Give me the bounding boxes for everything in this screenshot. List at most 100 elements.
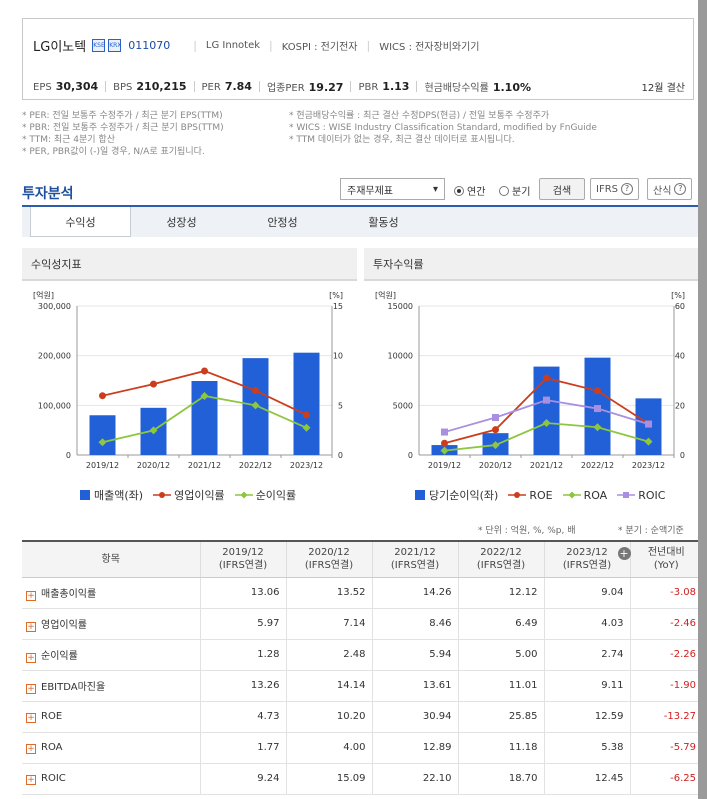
market-badge-icon[interactable]: KSE (92, 38, 106, 52)
table-cell: 12.89 (371, 732, 458, 764)
radio-quarter[interactable]: 분기 (499, 183, 530, 198)
radio-annual-icon[interactable] (454, 185, 464, 196)
ifrs-help-button[interactable]: IFRS? (590, 178, 639, 200)
table-cell: 7.14 (285, 608, 372, 640)
data-point (149, 426, 158, 435)
row-label[interactable]: + ROE (22, 701, 200, 733)
legend-item-net-margin: 순이익률 (234, 487, 296, 503)
row-label[interactable]: + ROIC (22, 763, 200, 795)
profitability-chart: [억원] [%] 300,000 15 200,000 10 100,000 5 0 0 2019/… (33, 290, 343, 470)
table-row: + 영업이익률 5.97 7.14 8.46 6.49 4.03 -2.46 (22, 608, 702, 640)
exchange-badge-icon[interactable]: KRX (108, 38, 121, 52)
table-cell: 12.59 (543, 701, 630, 733)
radio-quarter-icon[interactable] (499, 185, 509, 196)
table-cell: 9.04 (543, 577, 630, 609)
row-label[interactable]: + EBITDA마진율 (22, 670, 200, 702)
note-dividend: * 현금배당수익률 : 최근 결산 수정DPS(현금) / 전일 보통주 수정주… (289, 111, 550, 121)
data-point (543, 396, 550, 404)
legend-item-roic: ROIC (617, 489, 665, 502)
market-sector: KOSPI : 전기전자 (281, 41, 358, 53)
table-cell: 5.38 (543, 732, 630, 764)
bar (293, 352, 320, 455)
header-yoy: 전년대비 (YoY) (629, 540, 702, 578)
data-point (593, 423, 602, 432)
table-row: + ROE 4.73 10.20 30.94 25.85 12.59 -13.27 (22, 701, 702, 733)
formula-help-button[interactable]: 산식? (647, 178, 693, 200)
expand-row-icon[interactable]: + (26, 652, 36, 663)
y-tick-left: 0 (408, 451, 413, 460)
x-tick-label: 2021/12 (188, 461, 221, 470)
company-summary-box: LG이노텍 KSE KRX 011070 | LG Innotek | KOSP… (22, 18, 694, 100)
table-cell: 18.70 (457, 763, 544, 795)
scrollbar[interactable] (698, 0, 707, 799)
legend-item-operating-margin: 영업이익률 (153, 487, 225, 503)
table-cell: 1.77 (199, 732, 286, 764)
x-tick-label: 2022/12 (239, 461, 272, 470)
table-cell: 13.61 (371, 670, 458, 702)
expand-row-icon[interactable]: + (26, 712, 36, 723)
table-cell: 10.20 (285, 701, 372, 733)
x-tick-label: 2020/12 (137, 461, 170, 470)
y-tick-left: 10000 (388, 352, 413, 361)
y-tick-left: 15000 (388, 302, 413, 311)
tab-profitability[interactable]: 수익성 (30, 207, 131, 237)
row-label[interactable]: + 영업이익률 (22, 608, 200, 640)
data-point (200, 391, 209, 400)
expand-row-icon[interactable]: + (26, 774, 36, 785)
header-year: 2023/12 (IFRS연결) + (543, 540, 631, 578)
table-cell: 5.97 (199, 608, 286, 640)
tab-activity[interactable]: 활동성 (368, 216, 399, 229)
chart-left-legend: 매출액(좌) 영업이익률 순이익률 (80, 487, 306, 503)
table-cell: 13.06 (199, 577, 286, 609)
statement-select[interactable]: 주재무제표 ▾ (340, 178, 445, 200)
table-header-row: 항목 2019/12 (IFRS연결) 2020/12 (IFRS연결) 2021/… (22, 540, 702, 578)
tab-stability[interactable]: 안정성 (267, 216, 298, 229)
data-point (302, 423, 311, 432)
table-cell: 9.11 (543, 670, 630, 702)
table-row: + EBITDA마진율 13.26 14.14 13.61 11.01 9.11 -1.90 (22, 670, 702, 702)
legend-item-roe: ROE (508, 489, 553, 502)
table-cell: 11.18 (457, 732, 544, 764)
profitability-table: 항목 2019/12 (IFRS연결) 2020/12 (IFRS연결) 2021/… (22, 540, 702, 795)
header-year: 2019/12 (IFRS연결) (199, 540, 286, 578)
expand-row-icon[interactable]: + (26, 683, 36, 694)
company-name-en: LG Innotek (205, 39, 261, 51)
table-cell: 4.73 (199, 701, 286, 733)
data-point (441, 428, 448, 436)
radio-annual[interactable]: 연간 (454, 183, 485, 198)
y-tick-left: 0 (66, 451, 71, 460)
y-tick-right: 10 (333, 352, 343, 361)
expand-row-icon[interactable]: + (26, 743, 36, 754)
table-cell: 25.85 (457, 701, 544, 733)
data-point (594, 387, 601, 395)
metric-eps: EPS 30,304 (33, 80, 99, 93)
x-tick-label: 2023/12 (290, 461, 323, 470)
legend-item-net-income: 당기순이익(좌) (415, 487, 498, 503)
tab-growth[interactable]: 성장성 (166, 216, 197, 229)
header-year: 2022/12 (IFRS연결) (457, 540, 544, 578)
data-point (491, 441, 500, 450)
expand-row-icon[interactable]: + (26, 621, 36, 632)
expand-row-icon[interactable]: + (26, 590, 36, 601)
expand-columns-icon[interactable]: + (617, 547, 631, 560)
row-label[interactable]: + ROA (22, 732, 200, 764)
row-label[interactable]: + 매출총이익률 (22, 577, 200, 609)
search-button[interactable]: 검색 (539, 178, 585, 200)
data-point (251, 401, 260, 410)
table-row: + 순이익률 1.28 2.48 5.94 5.00 2.74 -2.26 (22, 639, 702, 671)
fiscal-settlement: 12월 결산 (641, 83, 685, 94)
metric-pbr: PBR 1.13 (358, 80, 410, 93)
table-cell: 9.24 (199, 763, 286, 795)
y-tick-right: 40 (675, 352, 685, 361)
section-divider (22, 205, 702, 207)
y-unit-left: [억원] (33, 290, 54, 300)
note-pbr: * PBR: 전일 보통주 수정주가 / 최근 분기 BPS(TTM) (22, 123, 224, 133)
data-point (543, 374, 550, 382)
y-tick-left: 300,000 (38, 302, 71, 311)
bar (89, 415, 116, 455)
table-cell: 4.03 (543, 608, 630, 640)
y-tick-right: 15 (333, 302, 343, 311)
row-label[interactable]: + 순이익률 (22, 639, 200, 671)
table-row: + ROA 1.77 4.00 12.89 11.18 5.38 -5.79 (22, 732, 702, 764)
chart-right-legend: 당기순이익(좌) ROE ROA ROIC (415, 487, 675, 503)
